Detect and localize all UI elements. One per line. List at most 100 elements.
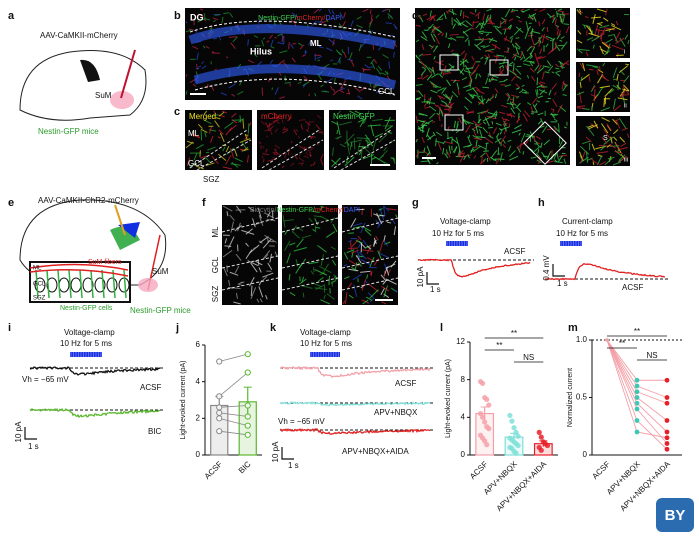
micrograph-detail xyxy=(621,127,628,131)
micrograph-detail xyxy=(535,135,542,140)
micrograph-detail xyxy=(421,136,425,144)
stain-part: Nestin-GFP/ xyxy=(276,207,315,214)
micrograph-detail xyxy=(591,85,596,90)
label: SuM xyxy=(95,91,112,100)
micrograph-detail xyxy=(291,20,295,23)
micrograph-detail xyxy=(430,82,436,88)
micrograph-detail xyxy=(384,125,394,132)
micrograph-detail xyxy=(259,298,263,303)
micrograph-detail xyxy=(440,104,448,108)
micrograph-detail xyxy=(305,129,309,133)
micrograph-detail xyxy=(433,56,436,60)
data-point xyxy=(664,418,670,423)
micrograph-detail xyxy=(527,102,532,106)
micrograph-detail xyxy=(488,134,494,139)
micrograph-detail xyxy=(517,147,521,154)
data-point xyxy=(484,442,490,448)
granule-layer xyxy=(188,24,397,90)
micrograph-detail xyxy=(491,78,498,81)
micrograph-detail xyxy=(502,65,505,69)
micrograph-detail xyxy=(316,114,322,119)
micrograph-detail xyxy=(417,119,426,123)
micrograph-detail xyxy=(459,60,464,64)
y-tick-label: 0 xyxy=(583,450,588,459)
micrograph-detail xyxy=(258,267,262,273)
micrograph-detail xyxy=(301,54,306,57)
micrograph-detail xyxy=(364,229,372,236)
micrograph-detail xyxy=(532,145,541,153)
stain-label: Nestin-GFP/mCherry/DAPI xyxy=(258,15,342,22)
micrograph-detail xyxy=(320,19,329,25)
micrograph-detail xyxy=(558,8,563,11)
micrograph-detail xyxy=(516,95,520,99)
micrograph-detail xyxy=(515,68,522,75)
micrograph-detail xyxy=(540,142,543,149)
micrograph-detail xyxy=(606,144,611,148)
micrograph-detail xyxy=(602,62,606,67)
label: 10 Hz for 5 ms xyxy=(432,229,484,238)
micrograph-detail xyxy=(368,18,374,25)
micrograph-detail xyxy=(341,49,344,54)
data-point xyxy=(664,377,670,383)
micrograph-detail xyxy=(314,93,317,97)
micrograph-detail xyxy=(541,151,547,159)
micrograph-detail xyxy=(521,88,528,93)
micrograph-detail xyxy=(546,26,549,32)
micrograph-detail xyxy=(235,253,242,262)
micrograph-detail xyxy=(472,145,481,153)
micrograph-detail xyxy=(590,93,597,98)
y-tick-label: 12 xyxy=(456,337,465,346)
micrograph-detail xyxy=(320,84,324,88)
micrograph-detail xyxy=(357,242,362,249)
micrograph-detail xyxy=(351,239,360,247)
micrograph-detail xyxy=(446,151,451,158)
label: SGZ xyxy=(203,175,220,184)
micrograph-detail xyxy=(488,38,498,42)
micrograph-detail xyxy=(556,152,559,160)
micrograph-detail xyxy=(265,295,268,300)
micrograph-detail xyxy=(470,148,475,152)
label: Current-clamp xyxy=(562,217,613,226)
micrograph-detail xyxy=(270,130,273,136)
micrograph-detail xyxy=(488,20,496,25)
micrograph-detail xyxy=(610,23,616,27)
label: APV+NBQX xyxy=(374,408,418,417)
micrograph-detail xyxy=(592,14,596,24)
micrograph-detail xyxy=(383,240,388,247)
micrograph-detail xyxy=(545,43,549,48)
micrograph-detail xyxy=(548,89,552,96)
stain-label: Biocytin/Nestin-GFP/mCherry/DAPI xyxy=(250,207,360,214)
micrograph-detail xyxy=(492,93,494,99)
micrograph-detail xyxy=(204,18,211,21)
micrograph-detail xyxy=(434,103,438,108)
micrograph-detail xyxy=(447,8,452,13)
micrograph-detail xyxy=(185,29,192,33)
micrograph-detail xyxy=(485,152,491,161)
micrograph-detail xyxy=(510,37,513,44)
micrograph-detail xyxy=(249,276,255,287)
micrograph-detail xyxy=(462,30,469,37)
micrograph-detail xyxy=(452,146,458,153)
micrograph-detail xyxy=(512,53,521,59)
micrograph-detail xyxy=(588,32,600,37)
micrograph-detail xyxy=(553,125,560,132)
micrograph-detail xyxy=(453,19,462,27)
micrograph-detail xyxy=(357,258,362,264)
layer-border xyxy=(189,20,396,96)
micrograph-detail xyxy=(562,16,565,23)
micrograph-detail xyxy=(464,59,469,64)
micrograph-detail xyxy=(457,150,464,157)
micrograph-detail xyxy=(546,60,552,67)
micrograph-detail xyxy=(289,83,292,87)
micrograph-detail xyxy=(271,87,274,91)
micrograph-detail xyxy=(621,92,623,99)
micrograph-detail xyxy=(473,130,477,137)
micrograph-detail xyxy=(482,121,487,125)
micrograph-detail xyxy=(480,110,489,115)
micrograph-detail xyxy=(601,136,608,144)
radial-glia xyxy=(57,269,61,299)
micrograph-detail xyxy=(515,83,521,89)
micrograph-detail xyxy=(366,257,373,261)
micrograph-detail xyxy=(563,23,570,25)
micrograph-detail xyxy=(601,73,606,80)
